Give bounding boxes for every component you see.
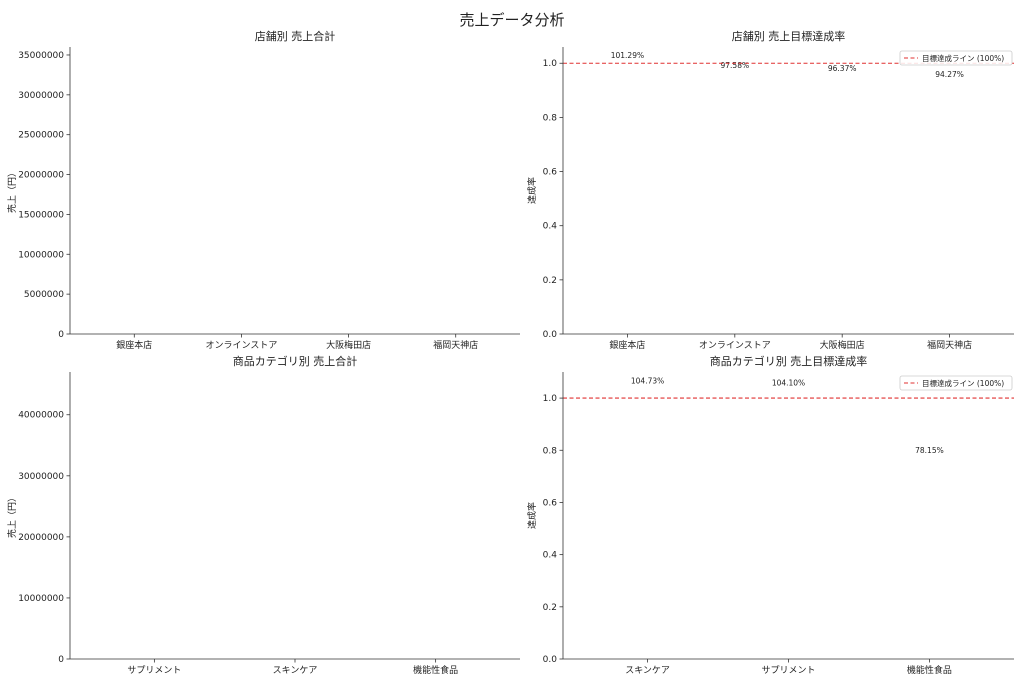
chart-title: 店舗別 売上目標達成率 (732, 29, 846, 43)
y-tick-label-1: 0 (58, 330, 64, 340)
y-tick-label-1: 0.0 (543, 330, 558, 340)
y-tick-label-6: 1.0 (543, 59, 558, 69)
x-tick-label-2: サプリメント (761, 665, 815, 676)
y-tick-label-5: 20000000 (18, 171, 64, 181)
y-tick-label-2: 5000000 (24, 290, 64, 300)
y-tick-label-6: 25000000 (18, 131, 64, 141)
y-axis-label: 達成率 (526, 177, 538, 204)
x-tick-label-3: 大阪梅田店 (820, 339, 865, 351)
chart-title: 商品カテゴリ別 売上目標達成率 (710, 354, 868, 368)
y-tick-label-4: 15000000 (18, 210, 64, 220)
x-tick-label-3: 機能性食品 (413, 664, 458, 676)
chart-title: 店舗別 売上合計 (255, 29, 336, 43)
y-tick-label-5: 0.8 (543, 446, 558, 456)
legend-box (899, 50, 1013, 66)
data-label-3: 96.37% (828, 64, 857, 73)
chart-panel-2: 店舗別 売上目標達成率 101.29% 銀座本店 97.58% オンラインストア 96.3… (526, 29, 1014, 351)
x-tick-label-1: 銀座本店 (609, 339, 645, 351)
y-tick-label-3: 0.4 (543, 222, 558, 232)
data-label-3: 78.15% (915, 446, 944, 455)
y-tick-label-2: 0.2 (543, 276, 557, 286)
x-tick-label-4: 福岡天神店 (927, 339, 972, 351)
y-tick-label-2: 0.2 (543, 603, 557, 613)
y-tick-label-4: 0.6 (543, 168, 558, 178)
legend-label: 目標達成ライン (100%) (922, 53, 1004, 63)
chart-title: 商品カテゴリ別 売上合計 (233, 354, 358, 368)
data-label-4: 94.27% (935, 70, 964, 79)
y-tick-label-1: 0 (58, 655, 64, 665)
x-tick-label-3: 大阪梅田店 (326, 339, 371, 351)
y-tick-label-1: 0.0 (543, 655, 558, 665)
x-tick-label-4: 福岡天神店 (433, 339, 478, 351)
legend-box (899, 375, 1013, 391)
y-tick-label-5: 0.8 (543, 113, 558, 123)
x-tick-label-1: スキンケア (625, 665, 670, 676)
data-label-2: 104.10% (772, 378, 805, 387)
y-tick-label-4: 30000000 (18, 472, 64, 482)
y-tick-label-7: 30000000 (18, 91, 64, 101)
y-tick-label-8: 35000000 (18, 51, 64, 61)
y-axis-label: 達成率 (526, 502, 538, 529)
x-tick-label-1: サプリメント (127, 665, 181, 676)
x-tick-label-2: オンラインストア (699, 340, 771, 351)
data-label-1: 104.73% (631, 377, 664, 386)
y-tick-label-5: 40000000 (18, 411, 64, 421)
y-tick-label-6: 1.0 (543, 394, 558, 404)
y-tick-label-4: 0.6 (543, 498, 558, 508)
y-tick-label-3: 10000000 (18, 250, 64, 260)
y-axis-label: 売上（円） (6, 168, 18, 213)
x-tick-label-3: 機能性食品 (907, 664, 952, 676)
y-tick-label-3: 20000000 (18, 533, 64, 543)
y-axis-label: 売上（円） (6, 493, 18, 538)
y-tick-label-2: 10000000 (18, 594, 64, 604)
x-tick-label-2: オンラインストア (206, 340, 278, 351)
chart-panel-4: 商品カテゴリ別 売上目標達成率 104.73% スキンケア 104.10% サプリメント… (526, 354, 1014, 676)
legend-label: 目標達成ライン (100%) (922, 378, 1004, 388)
x-tick-label-2: スキンケア (273, 665, 318, 676)
x-tick-label-1: 銀座本店 (116, 339, 152, 351)
y-tick-label-3: 0.4 (543, 551, 558, 561)
data-label-1: 101.29% (611, 51, 644, 60)
data-label-2: 97.58% (721, 61, 750, 70)
figure-title: 売上データ分析 (459, 11, 564, 29)
